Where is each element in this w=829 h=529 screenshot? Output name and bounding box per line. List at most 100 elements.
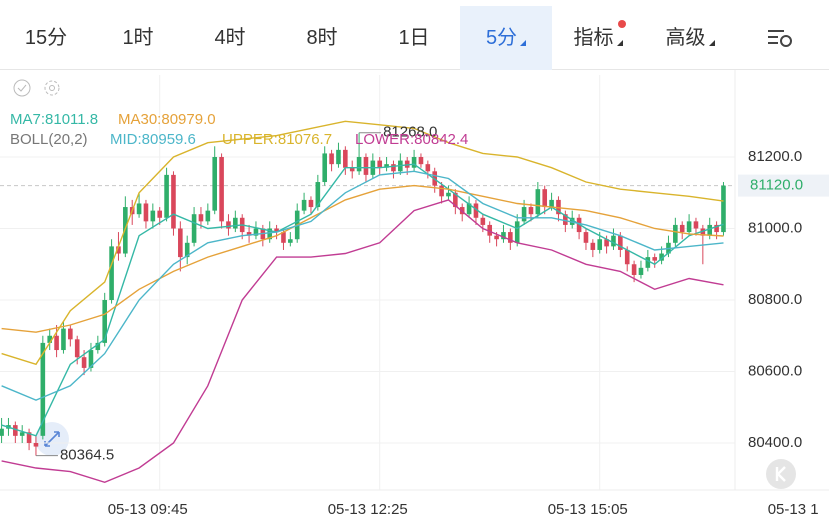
candle-body (384, 164, 389, 168)
candle-body (425, 164, 431, 172)
legend-entry: MA7:81011.8 (10, 111, 98, 128)
tab[interactable]: 5分 (460, 6, 552, 70)
indicator-line (1, 184, 724, 333)
tab[interactable]: 1日 (398, 27, 430, 49)
candle-body (624, 249, 630, 265)
tab[interactable]: 4时 (214, 27, 246, 49)
candle-body (184, 242, 190, 258)
candle-body (33, 442, 39, 447)
tab[interactable]: 指标 (552, 6, 644, 70)
candle-body (645, 257, 651, 268)
candle-body (74, 339, 80, 358)
candle-body (363, 157, 369, 175)
tab[interactable]: 高级 (644, 6, 736, 70)
candle-body (88, 350, 94, 368)
candle-body (0, 428, 4, 436)
chart: 81200.0 81000.0 80800.0 80600.0 80400.0 05-13… (0, 70, 829, 518)
candle-body (226, 221, 231, 229)
candle-body (26, 432, 32, 443)
check-mark (17, 84, 27, 92)
candle-body (178, 228, 183, 258)
candle-body (391, 164, 396, 172)
candle-body (343, 149, 348, 168)
indicator-line (1, 120, 724, 366)
candle-body (721, 185, 726, 233)
candle-body (219, 157, 224, 222)
tab-caret (708, 40, 715, 46)
tab[interactable]: 8时 (306, 27, 338, 49)
menu-icon (768, 30, 792, 47)
tab-caret (520, 40, 527, 46)
candle-body (356, 157, 362, 172)
notice-dot (618, 20, 626, 28)
check-icon[interactable] (13, 79, 31, 97)
candle-body (157, 210, 163, 218)
candle-body (473, 203, 479, 218)
candle-body (349, 167, 355, 172)
settings-center (49, 85, 55, 91)
candle-body (61, 328, 66, 351)
legend-entry: LOWER:80842.4 (355, 131, 468, 148)
x-tick-label: 05-13 1 (768, 501, 819, 518)
candle-body (233, 217, 238, 229)
candle-body (480, 217, 486, 225)
candle-body (549, 199, 554, 208)
candle-body (652, 257, 658, 261)
candle-body (535, 189, 541, 215)
last-price-label: 81120.0 (750, 177, 803, 194)
candle-body (54, 335, 59, 351)
tab[interactable]: 1时 (122, 27, 154, 49)
candle-body (253, 228, 259, 236)
extreme-label: 80364.5 (60, 447, 114, 464)
x-tick-label: 05-13 15:05 (548, 501, 628, 518)
candle-body (164, 174, 169, 218)
candle-body (13, 425, 18, 436)
candle-body (191, 214, 197, 243)
k-button[interactable] (766, 459, 796, 489)
candle-body (136, 203, 142, 215)
candle-body (116, 246, 121, 254)
settings-icon[interactable] (44, 80, 60, 96)
candle-body (322, 153, 328, 183)
candle-body (150, 210, 156, 222)
y-tick-label: 81200.0 (748, 148, 802, 165)
candle-body (212, 157, 218, 211)
legend-entry: MID:80959.6 (110, 131, 196, 148)
candle-body (329, 153, 334, 165)
candle-body (466, 203, 472, 215)
candle-body (514, 221, 520, 243)
candle-body (583, 232, 589, 243)
indicator-line (1, 199, 724, 484)
candle-body (501, 232, 506, 240)
expand-icon (44, 431, 60, 447)
candle-body (631, 264, 637, 275)
candle-body (563, 214, 568, 225)
indicator-line (1, 163, 724, 437)
candle-body (618, 235, 623, 250)
candle-body (109, 246, 114, 300)
tab-caret (616, 40, 623, 46)
indicator-name: BOLL(20,2) (10, 131, 88, 148)
x-tick-label: 05-13 12:25 (328, 501, 408, 518)
candle-body (707, 224, 713, 236)
last-price-box (738, 174, 829, 197)
candle-body (673, 224, 678, 243)
candle-body (693, 221, 699, 229)
candle-body (274, 228, 279, 233)
candle-body (597, 239, 603, 250)
k-icon (775, 466, 786, 482)
candle-body (453, 192, 458, 208)
candle-body (418, 157, 424, 165)
candle-body (281, 232, 286, 243)
candle-body (700, 228, 706, 236)
settings-menu[interactable] (766, 28, 794, 48)
candle-body (95, 342, 101, 351)
tab[interactable]: 15分 (24, 27, 68, 49)
candle-body (315, 182, 321, 208)
y-tick-label: 80600.0 (748, 362, 802, 379)
x-tick-label: 05-13 09:45 (108, 501, 188, 518)
candle-body (301, 199, 307, 211)
candle-body (68, 328, 73, 340)
candle-body (143, 203, 149, 222)
